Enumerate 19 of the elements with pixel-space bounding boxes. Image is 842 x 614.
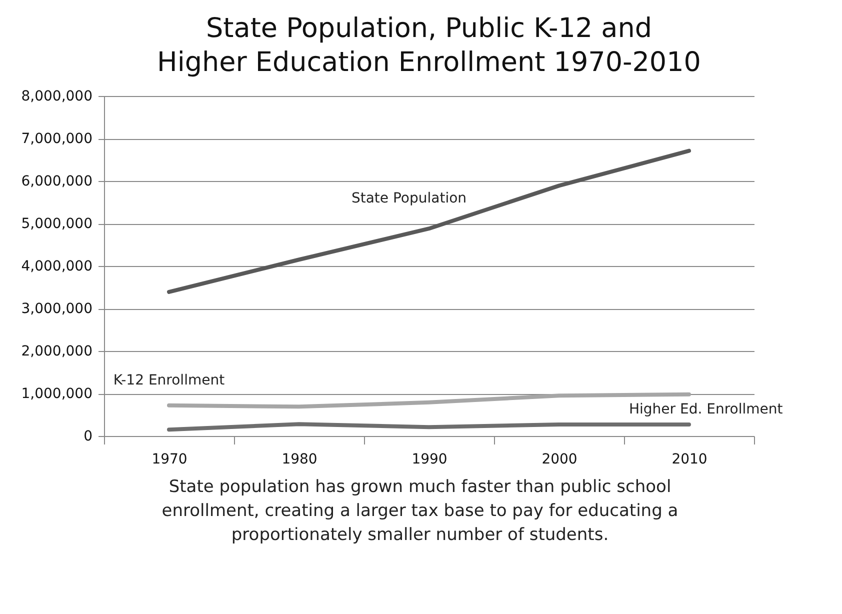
x-tick-label: 1970 <box>152 452 188 468</box>
y-tick-label: 8,000,000 <box>21 88 92 104</box>
x-tick-label: 1980 <box>282 452 318 468</box>
y-tick-label: 5,000,000 <box>21 216 92 232</box>
y-tick-label: 6,000,000 <box>21 174 92 190</box>
y-tick-label: 1,000,000 <box>21 386 92 402</box>
chart-title: State Population, Public K-12 and Higher Education Enrollment 1970-2010 <box>157 13 701 78</box>
y-tick-label: 2,000,000 <box>21 344 92 360</box>
y-tick-label: 0 <box>84 428 92 444</box>
series-label: Higher Ed. Enrollment <box>629 402 784 418</box>
x-tick-label: 2010 <box>672 452 708 468</box>
y-tick-label: 3,000,000 <box>21 301 92 317</box>
series-label: K-12 Enrollment <box>113 372 226 388</box>
x-tick-label: 1990 <box>412 452 448 468</box>
text: State population has grown much faster than public school enrollment, creating a larger tax base to pay for educating a proportionately smaller number of students. <box>160 476 680 547</box>
series-label: State Population <box>351 190 467 207</box>
x-tick-label: 2000 <box>542 452 578 468</box>
y-tick-label: 4,000,000 <box>21 258 92 274</box>
y-tick-label: 7,000,000 <box>21 131 92 147</box>
